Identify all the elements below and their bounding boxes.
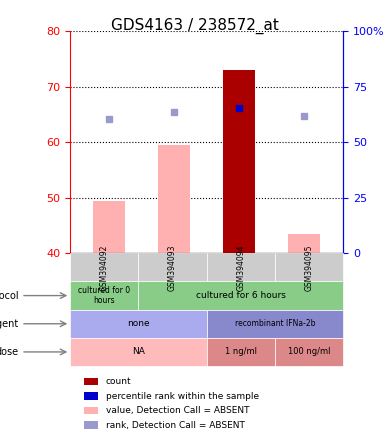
FancyBboxPatch shape xyxy=(70,253,138,281)
FancyBboxPatch shape xyxy=(70,309,207,338)
Text: recombinant IFNa-2b: recombinant IFNa-2b xyxy=(235,319,315,328)
FancyBboxPatch shape xyxy=(138,253,207,281)
FancyBboxPatch shape xyxy=(70,281,138,309)
Text: 1 ng/ml: 1 ng/ml xyxy=(225,348,257,357)
Text: rank, Detection Call = ABSENT: rank, Detection Call = ABSENT xyxy=(106,420,245,430)
Text: NA: NA xyxy=(132,348,145,357)
Text: GSM394095: GSM394095 xyxy=(305,244,314,291)
Bar xyxy=(288,234,321,253)
Text: GSM394092: GSM394092 xyxy=(100,244,109,290)
Text: dose: dose xyxy=(0,347,18,357)
FancyBboxPatch shape xyxy=(138,281,343,309)
Bar xyxy=(84,421,98,429)
Bar xyxy=(93,201,126,253)
Bar xyxy=(223,70,255,253)
FancyBboxPatch shape xyxy=(70,338,207,366)
FancyBboxPatch shape xyxy=(275,253,343,281)
Text: 100 ng/ml: 100 ng/ml xyxy=(288,348,330,357)
Text: GDS4163 / 238572_at: GDS4163 / 238572_at xyxy=(111,18,279,34)
Text: percentile rank within the sample: percentile rank within the sample xyxy=(106,392,259,400)
Text: GSM394093: GSM394093 xyxy=(168,244,177,291)
Bar xyxy=(84,378,98,385)
Text: cultured for 6 hours: cultured for 6 hours xyxy=(196,291,286,300)
Text: cultured for 0
hours: cultured for 0 hours xyxy=(78,286,130,305)
Text: GSM394094: GSM394094 xyxy=(236,244,245,291)
Bar xyxy=(84,392,98,400)
Bar xyxy=(158,145,190,253)
FancyBboxPatch shape xyxy=(207,309,343,338)
Text: none: none xyxy=(127,319,150,328)
FancyBboxPatch shape xyxy=(207,253,275,281)
FancyBboxPatch shape xyxy=(275,338,343,366)
Text: agent: agent xyxy=(0,319,18,329)
Text: value, Detection Call = ABSENT: value, Detection Call = ABSENT xyxy=(106,406,249,415)
Text: growth protocol: growth protocol xyxy=(0,290,18,301)
Bar xyxy=(288,234,321,253)
Text: count: count xyxy=(106,377,131,386)
Bar xyxy=(84,407,98,414)
FancyBboxPatch shape xyxy=(207,338,275,366)
